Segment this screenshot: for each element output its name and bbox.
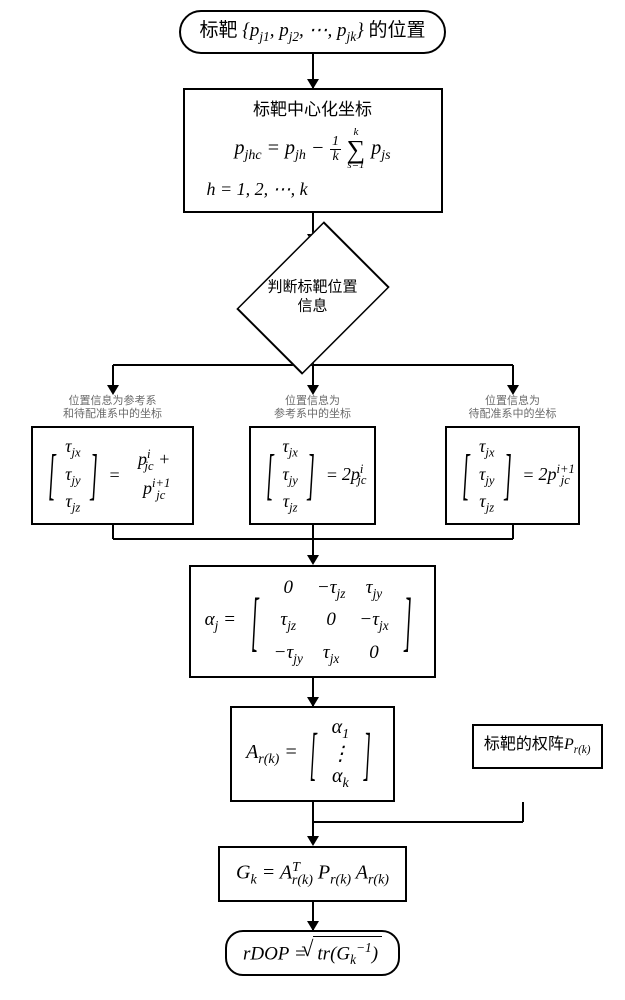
weight-node: 标靶的权阵Pr(k): [472, 724, 603, 769]
arrow: [312, 902, 314, 930]
rdop-node: rDOP = √ tr(Gk−1): [225, 930, 400, 976]
decision-line1: 判断标靶位置: [253, 278, 373, 298]
ar-row: Ar(k) = [ α1 ⋮ αk ] 标靶的权阵Pr(k): [13, 706, 613, 802]
alpha-node: αj = [ 0−τjzτjy τjz0−τjx −τjyτjx0 ]: [189, 565, 437, 678]
arrow: [312, 678, 314, 706]
branch-right: 位置信息为 待配准系中的坐标 [ τjx τjy τjz ] = 2pi+1jc: [413, 395, 613, 525]
branch-left: 位置信息为参考系 和待配准系中的坐标 [ τjx τjy τjz ] = pij…: [13, 395, 213, 525]
branch-mid-eq: [ τjx τjy τjz ] = 2pijc: [249, 426, 377, 525]
start-prefix: 标靶: [199, 20, 237, 41]
ar-node: Ar(k) = [ α1 ⋮ αk ]: [230, 706, 395, 802]
branch-mid-label: 位置信息为 参考系中的坐标: [274, 395, 351, 423]
branch-mid: 位置信息为 参考系中的坐标 [ τjx τjy τjz ] = 2pijc: [223, 395, 403, 525]
branch-left-label: 位置信息为参考系 和待配准系中的坐标: [63, 395, 162, 423]
branch-row: 位置信息为参考系 和待配准系中的坐标 [ τjx τjy τjz ] = pij…: [13, 395, 613, 525]
arrow: [312, 54, 314, 88]
flowchart: 标靶 {pj1, pj2, ⋯, pjk} 的位置 标靶中心化坐标 pjhc =…: [10, 10, 615, 976]
start-suffix: 的位置: [369, 20, 426, 41]
center-node: 标靶中心化坐标 pjhc = pjh − 1 k k ∑ s=1 pjs h =…: [183, 88, 443, 212]
weight-wrap: 标靶的权阵Pr(k): [472, 724, 603, 769]
decision-line2: 信息: [253, 298, 373, 318]
branch-right-label: 位置信息为 待配准系中的坐标: [469, 395, 557, 423]
start-set: {pj1, pj2, ⋯, pjk}: [242, 20, 364, 41]
branch-left-eq: [ τjx τjy τjz ] = pijc + pi+1jc: [31, 426, 193, 525]
center-eq1: pjhc = pjh − 1 k k ∑ s=1 pjs: [199, 128, 427, 171]
center-eq2: h = 1, 2, ⋯, k: [199, 177, 427, 202]
center-title: 标靶中心化坐标: [199, 98, 427, 122]
branch-right-eq: [ τjx τjy τjz ] = 2pi+1jc: [445, 426, 580, 525]
branch-merge: [13, 525, 613, 565]
decision-node: 判断标靶位置 信息: [228, 243, 398, 353]
ar-merge: [13, 802, 613, 846]
start-node: 标靶 {pj1, pj2, ⋯, pjk} 的位置: [179, 10, 445, 54]
gk-node: Gk = ATr(k) Pr(k) Ar(k): [218, 846, 407, 902]
